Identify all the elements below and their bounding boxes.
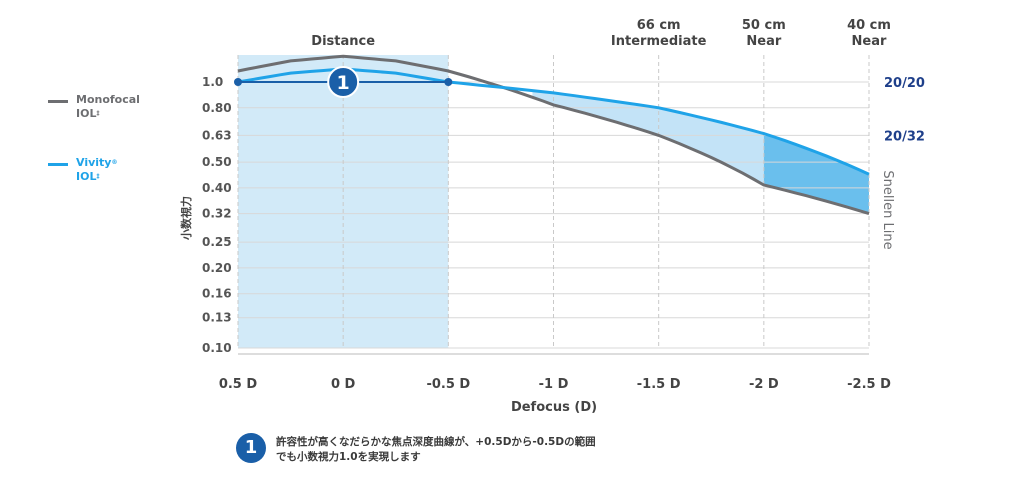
top-label: Intermediate	[611, 34, 707, 49]
top-label: 66 cm	[637, 18, 681, 33]
x-tick-label: -2 D	[749, 377, 779, 392]
top-label: Near	[852, 34, 887, 49]
fill-near	[763, 133, 869, 214]
x-tick-label: -1 D	[539, 377, 569, 392]
grid	[237, 55, 870, 355]
footnote-text: 許容性が高くなだらかな焦点深度曲線が、+0.5Dから-0.5Dの範囲でも小数視力…	[276, 436, 596, 463]
legend-swatch-vivity	[48, 163, 68, 166]
marker-dot-left	[234, 78, 242, 86]
y-tick-label: 0.32	[202, 207, 232, 221]
top-label: Near	[746, 34, 781, 49]
axis-text: 1.0 0.80 0.63 0.50 0.40 0.32 0.25 0.20 0.16 0.13 0…	[202, 18, 925, 392]
y-tick-label: 0.50	[202, 155, 232, 169]
snellen-label: 20/32	[884, 129, 925, 144]
x-tick-label: 0.5 D	[219, 377, 258, 392]
y-tick-label: 0.13	[202, 311, 232, 325]
y-tick-label: 1.0	[202, 75, 223, 89]
y-tick-label: 0.63	[202, 128, 232, 142]
marker-badge-text: 1	[337, 72, 350, 94]
marker-badge-icon	[327, 66, 360, 98]
top-label: 50 cm	[742, 18, 786, 33]
y-axis-label: 小数視力	[179, 196, 193, 241]
x-tick-label: -0.5 D	[426, 377, 470, 392]
snellen-label: 20/20	[884, 76, 925, 91]
y-tick-label: 0.16	[202, 287, 232, 301]
marker-group: 1	[234, 66, 453, 98]
distance-band	[238, 55, 449, 348]
x-tick-label: -1.5 D	[637, 377, 681, 392]
y-tick-label: 0.80	[202, 101, 232, 115]
series-line-monofocal	[237, 54, 870, 216]
x-axis-label: Defocus (D)	[511, 400, 597, 415]
y-tick-label: 0.20	[202, 261, 232, 275]
top-label: 40 cm	[847, 18, 891, 33]
footnote-badge-icon: 1	[236, 433, 266, 463]
legend-swatch-monofocal	[48, 100, 68, 103]
right-axis-label: Snellen Line	[880, 170, 895, 249]
x-tick-label: 0 D	[331, 377, 356, 392]
legend-label-monofocal: Monofocal	[76, 93, 140, 106]
y-tick-label: 0.25	[202, 235, 232, 249]
legend-label-vivity: Vivity	[76, 156, 112, 169]
x-tick-label: -2.5 D	[847, 377, 891, 392]
marker-dot-right	[444, 78, 453, 86]
top-label: Distance	[311, 34, 375, 49]
y-tick-label: 0.40	[202, 181, 232, 195]
legend-label-vivity-line2: IOL	[76, 170, 97, 183]
legend-label-monofocal-line2: IOL	[76, 107, 97, 120]
y-tick-label: 0.10	[202, 341, 232, 355]
